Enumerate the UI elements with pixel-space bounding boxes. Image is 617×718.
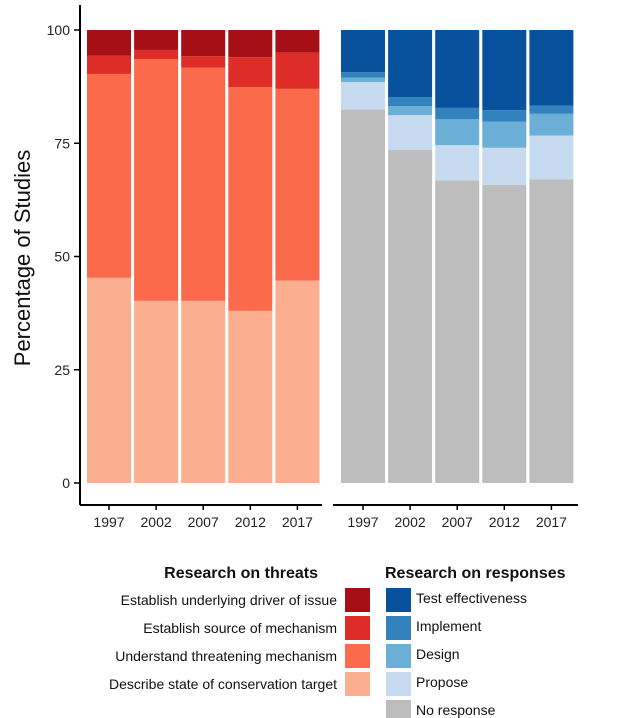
bar-segment-p1-2017-s3 [275, 30, 320, 53]
bar-segment-p2-2012-s2 [482, 121, 527, 148]
legend-label-response: Design [416, 646, 460, 662]
bar-segment-p1-2002-s2 [134, 49, 179, 59]
legend-swatch-response [386, 616, 411, 640]
bar-segment-p2-2002-s1 [388, 115, 433, 151]
bar-segment-p1-2007-s3 [181, 30, 226, 57]
y-tick-label: 50 [54, 249, 70, 265]
bar-segment-p1-2017-s2 [275, 52, 320, 89]
legend-swatch-threat [345, 588, 370, 612]
y-axis-label: Percentage of Studies [10, 150, 35, 366]
x-tick-label: 1997 [347, 514, 378, 530]
legend-label-response: No response [416, 702, 496, 718]
bar-segment-p2-2007-s0 [435, 180, 480, 483]
legend-swatch-response [386, 644, 411, 668]
x-tick-label: 1997 [93, 514, 124, 530]
legend-label-response: Implement [416, 618, 481, 634]
bar-segment-p1-2012-s2 [228, 57, 273, 88]
x-tick-label: 2007 [442, 514, 473, 530]
bar-segment-p2-2007-s4 [435, 30, 480, 108]
bar-segment-p2-1997-s0 [341, 109, 385, 484]
bar-segment-p2-2007-s2 [435, 119, 480, 146]
bar-segment-p2-2007-s1 [435, 145, 480, 181]
bar-segment-p1-2007-s0 [181, 300, 226, 483]
x-tick-label: 2012 [489, 514, 520, 530]
x-tick-label: 2017 [536, 514, 567, 530]
bar-segment-p2-2002-s0 [388, 150, 433, 484]
legend-swatch-threat [345, 616, 370, 640]
bar-segment-p2-1997-s2 [341, 77, 385, 83]
bar-segment-p1-2012-s1 [228, 87, 273, 311]
x-tick-label: 2017 [282, 514, 313, 530]
legend-label-response: Propose [416, 674, 468, 690]
y-tick-label: 25 [54, 362, 70, 378]
legend-label-threat: Describe state of conservation target [109, 676, 337, 692]
bar-segment-p1-1997-s1 [87, 73, 131, 278]
bar-segment-p1-1997-s3 [87, 30, 131, 56]
bar-segment-p1-2007-s1 [181, 67, 226, 301]
bar-segment-p1-2007-s2 [181, 56, 226, 68]
bar-segment-p1-2017-s1 [275, 88, 320, 281]
bar-segment-p2-2002-s4 [388, 30, 433, 98]
bar-segment-p2-2002-s2 [388, 106, 433, 116]
legend-title-threats: Research on threats [164, 565, 318, 582]
bar-segment-p1-1997-s0 [87, 277, 131, 483]
bar-segment-p2-2007-s3 [435, 107, 480, 120]
legend-swatch-response [386, 700, 411, 718]
bar-segment-p2-2012-s4 [482, 30, 527, 111]
x-tick-label: 2002 [141, 514, 172, 530]
bar-segment-p2-2017-s4 [529, 30, 574, 106]
bar-segment-p2-1997-s4 [341, 30, 385, 73]
bar-segment-p2-2017-s0 [529, 179, 574, 484]
bar-segment-p2-1997-s3 [341, 72, 385, 78]
bar-segment-p1-2012-s3 [228, 30, 273, 58]
bar-segment-p2-1997-s1 [341, 82, 385, 110]
chart-panels: 1997 2002 2007 2012 2017 1997 2002 2007 2012 2017 [87, 30, 574, 530]
bar-segment-p2-2017-s1 [529, 135, 574, 180]
bar-segment-p2-2002-s3 [388, 97, 433, 107]
bar-segment-p2-2017-s3 [529, 105, 574, 114]
bar-segment-p2-2012-s1 [482, 147, 527, 185]
legend-swatch-response [386, 672, 411, 696]
panel-2: 1997 2002 2007 2012 2017 [341, 30, 574, 530]
bar-segment-p1-2002-s3 [134, 30, 179, 50]
legend-label-threat: Understand threatening mechanism [115, 648, 337, 664]
bar-segment-p1-2002-s1 [134, 58, 179, 301]
legend-label-threat: Establish source of mechanism [143, 620, 337, 636]
y-tick-label: 100 [47, 22, 71, 38]
y-tick-label: 75 [54, 135, 70, 151]
chart-axes: 0 25 50 75 100 [47, 5, 578, 510]
chart-legend: Research on threats Establish underlying … [109, 565, 566, 718]
legend-swatch-threat [345, 672, 370, 696]
bar-segment-p1-2002-s0 [134, 300, 179, 483]
bar-segment-p1-2012-s0 [228, 310, 273, 483]
legend-swatch-threat [345, 644, 370, 668]
legend-title-responses: Research on responses [385, 565, 566, 582]
panel-1: 1997 2002 2007 2012 2017 [87, 30, 320, 530]
x-tick-label: 2012 [235, 514, 266, 530]
legend-label-threat: Establish underlying driver of issue [121, 592, 338, 608]
x-tick-label: 2002 [395, 514, 426, 530]
y-tick-label: 0 [62, 475, 70, 491]
x-tick-label: 2007 [188, 514, 219, 530]
bar-segment-p1-2017-s0 [275, 280, 320, 483]
bar-segment-p2-2012-s0 [482, 184, 527, 483]
bar-segment-p2-2012-s3 [482, 110, 527, 122]
legend-swatch-response [386, 588, 411, 612]
bar-segment-p2-2017-s2 [529, 113, 574, 136]
bar-segment-p1-1997-s2 [87, 55, 131, 74]
legend-label-response: Test effectiveness [416, 590, 527, 606]
